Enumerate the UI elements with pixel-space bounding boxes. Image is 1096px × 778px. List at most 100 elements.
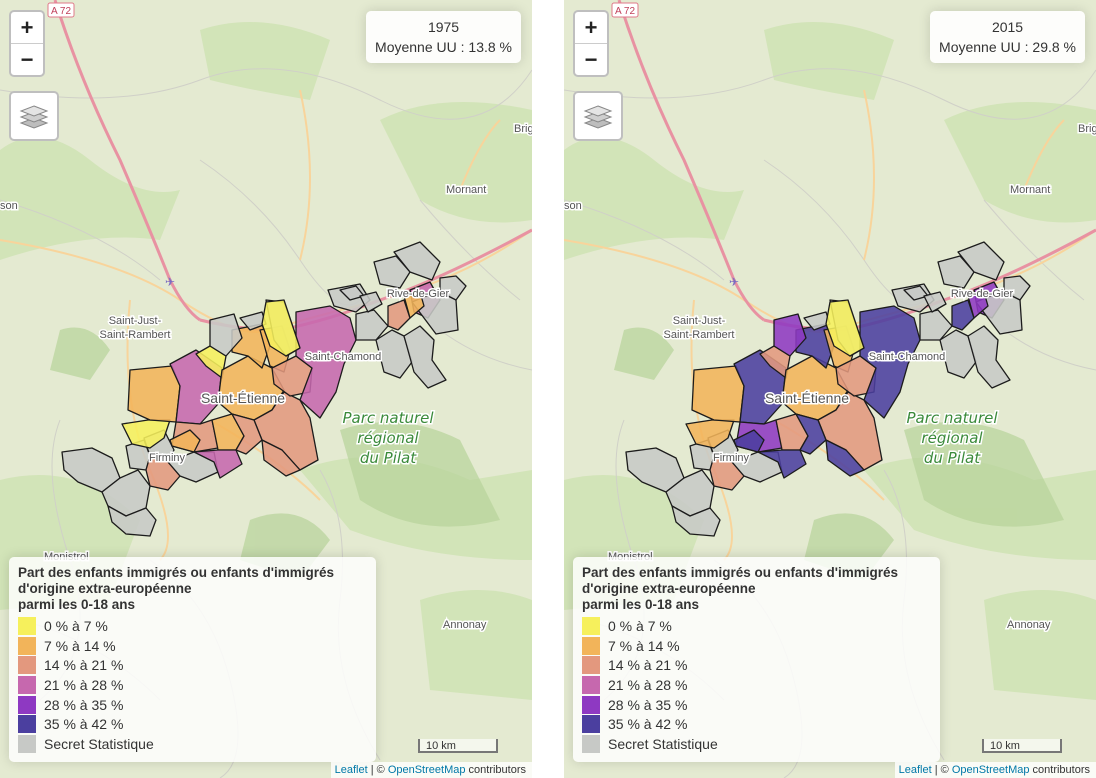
commune-area[interactable] (957, 241, 1005, 281)
commune-area[interactable] (411, 289, 459, 335)
commune-area[interactable] (359, 291, 383, 313)
attribution-tail: contributors (1029, 764, 1090, 776)
attribution: Leaflet | © OpenStreetMap contributors (330, 762, 532, 778)
legend-swatch (582, 656, 600, 675)
zoom-control: + − (9, 10, 45, 77)
legend-swatch (18, 616, 36, 635)
zoom-in-button[interactable]: + (11, 12, 43, 44)
commune-area[interactable] (107, 505, 157, 537)
airport-icon: ✈ (165, 275, 175, 289)
map-panel-2015[interactable]: A 72 ✈ Brig Mornant son Saint-Just- Sain… (564, 0, 1096, 778)
layers-button[interactable] (9, 91, 59, 141)
legend-item: Secret Statistique (18, 734, 367, 754)
zoom-out-button[interactable]: − (584, 47, 598, 72)
commune-area[interactable] (757, 449, 807, 479)
place-label-saint-chamond: Saint-Chamond (305, 351, 381, 363)
layers-icon (19, 105, 49, 129)
info-year: 1975 (427, 19, 460, 35)
legend-title: Part des enfants immigrés ou enfants d'i… (18, 565, 367, 613)
road-label: A 72 (615, 6, 635, 17)
legend-swatch (18, 675, 36, 694)
attribution: Leaflet | © OpenStreetMap contributors (894, 762, 1096, 778)
park-label-line2: régional (357, 429, 419, 447)
commune-area[interactable] (825, 439, 865, 477)
legend-item: 14 % à 21 % (582, 655, 931, 675)
osm-link[interactable]: OpenStreetMap (951, 764, 1030, 776)
map-panel-1975[interactable]: A 72 ✈ Brig Mornant son Saint-Just- Sain… (0, 0, 532, 778)
legend-label: 14 % à 21 % (44, 657, 124, 674)
leaflet-link[interactable]: Leaflet (334, 764, 368, 776)
legend-label: 35 % à 42 % (44, 716, 124, 733)
commune-area[interactable] (373, 255, 411, 289)
place-label-rive-de-gier: Rive-de-Gier (387, 288, 450, 300)
legend-swatch (582, 734, 600, 753)
commune-area[interactable] (195, 345, 227, 379)
scale-bar: 10 km (418, 739, 498, 753)
legend-label: 28 % à 35 % (608, 696, 688, 713)
legend-label: 35 % à 42 % (608, 716, 688, 733)
legend-item: 21 % à 28 % (18, 675, 367, 695)
commune-area[interactable] (967, 291, 989, 319)
commune-area[interactable] (825, 299, 865, 357)
commune-area[interactable] (937, 255, 975, 289)
park-label-line1: Parc naturel (906, 409, 998, 427)
place-label-mornant: Mornant (1010, 184, 1050, 196)
commune-area[interactable] (685, 419, 735, 449)
park-label-line3: du Pilat (924, 449, 981, 467)
attribution-separator: | © (931, 764, 952, 776)
legend-label: 21 % à 28 % (608, 676, 688, 693)
attribution-tail: contributors (465, 764, 526, 776)
legend-label: 14 % à 21 % (608, 657, 688, 674)
place-label-brig: Brig (514, 123, 532, 135)
place-label-saint-rambert: Saint-Rambert (100, 329, 171, 341)
commune-area[interactable] (439, 275, 467, 301)
zoom-out-button[interactable]: − (20, 47, 34, 72)
commune-area[interactable] (209, 313, 243, 357)
legend-label: Secret Statistique (44, 735, 154, 752)
leaflet-link[interactable]: Leaflet (898, 764, 932, 776)
place-label-saint-chamond: Saint-Chamond (869, 351, 945, 363)
commune-area[interactable] (169, 429, 201, 453)
legend-item: Secret Statistique (582, 734, 931, 754)
commune-area[interactable] (951, 299, 975, 331)
legend-swatch (18, 715, 36, 734)
legend-rows: 0 % à 7 % 7 % à 14 % 14 % à 21 % 21 % à 28 … (18, 616, 367, 754)
commune-area[interactable] (393, 241, 441, 281)
commune-area[interactable] (261, 439, 301, 477)
legend-swatch (582, 675, 600, 694)
commune-area[interactable] (733, 429, 765, 453)
commune-area[interactable] (121, 419, 171, 449)
commune-area[interactable] (403, 325, 447, 389)
map-tiles[interactable]: A 72 ✈ Brig Mornant son Saint-Just- Sain… (0, 0, 532, 778)
commune-area[interactable] (193, 449, 243, 479)
commune-area[interactable] (773, 313, 807, 357)
commune-area[interactable] (403, 291, 425, 319)
layers-button[interactable] (573, 91, 623, 141)
place-label-son: son (564, 200, 582, 212)
commune-area[interactable] (795, 413, 827, 455)
legend-item: 7 % à 14 % (18, 636, 367, 656)
commune-area[interactable] (295, 305, 357, 419)
commune-area[interactable] (387, 299, 411, 331)
commune-area[interactable] (859, 305, 921, 419)
commune-area[interactable] (671, 505, 721, 537)
osm-link[interactable]: OpenStreetMap (387, 764, 466, 776)
commune-area[interactable] (975, 289, 1023, 335)
commune-area[interactable] (691, 365, 745, 423)
legend-title: Part des enfants immigrés ou enfants d'i… (582, 565, 931, 613)
commune-area[interactable] (759, 345, 791, 379)
legend-title-line3: parmi les 0-18 ans (18, 597, 136, 612)
commune-area[interactable] (231, 413, 263, 455)
legend-swatch (18, 636, 36, 655)
legend-item: 28 % à 35 % (582, 695, 931, 715)
legend-label: Secret Statistique (608, 735, 718, 752)
commune-area[interactable] (967, 325, 1011, 389)
commune-area[interactable] (1003, 275, 1031, 301)
commune-area[interactable] (261, 299, 301, 357)
attribution-separator: | © (367, 764, 388, 776)
commune-area[interactable] (127, 365, 181, 423)
place-label-brig: Brig (1078, 123, 1096, 135)
commune-area[interactable] (923, 291, 947, 313)
info-mean: Moyenne UU : 29.8 % (939, 39, 1076, 55)
zoom-in-button[interactable]: + (575, 12, 607, 44)
